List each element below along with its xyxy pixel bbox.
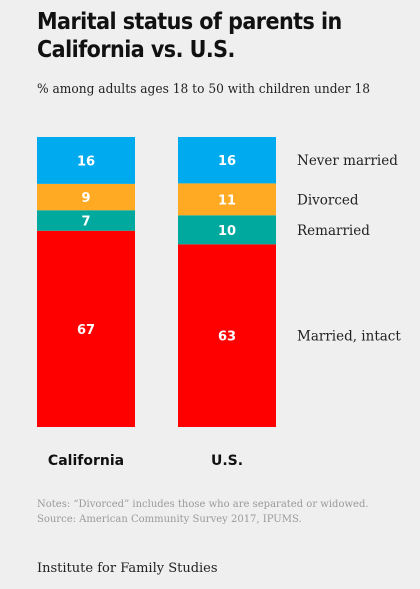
notes-line: Notes: “Divorced” includes those who are…	[37, 499, 369, 510]
bar-segment-california-never-married	[37, 137, 135, 184]
data-label-u-s-never-married: 16	[218, 154, 236, 169]
data-label-california-married-intact: 67	[77, 323, 95, 338]
legend-label-never-married: Never married	[297, 153, 398, 169]
bar-segment-u-s-married-intact	[178, 244, 276, 427]
data-label-california-divorced: 9	[81, 191, 90, 206]
legend-label-married-intact: Married, intact	[297, 329, 401, 345]
category-label-california: California	[48, 453, 124, 469]
legend-label-divorced: Divorced	[297, 192, 359, 208]
chart-subtitle: % among adults ages 18 to 50 with childr…	[37, 82, 371, 97]
category-label-u-s: U.S.	[211, 453, 243, 469]
data-label-california-remarried: 7	[81, 214, 90, 229]
legend-label-remarried: Remarried	[297, 223, 370, 239]
chart-notes: Notes: “Divorced” includes those who are…	[37, 497, 369, 527]
data-label-u-s-divorced: 11	[218, 193, 236, 208]
chart-title: Marital status of parents in California …	[37, 9, 342, 63]
bar-segment-u-s-divorced	[178, 183, 276, 216]
bar-segment-california-remarried	[37, 210, 135, 231]
source-line: Source: American Community Survey 2017, …	[37, 514, 302, 525]
data-label-california-never-married: 16	[77, 154, 95, 169]
data-label-u-s-remarried: 10	[218, 224, 236, 239]
bar-segment-u-s-never-married	[178, 137, 276, 184]
data-label-u-s-married-intact: 63	[218, 330, 236, 345]
bar-segment-california-divorced	[37, 183, 135, 211]
bar-segment-u-s-remarried	[178, 215, 276, 245]
bar-segment-california-married-intact	[37, 230, 135, 427]
footer-credit: Institute for Family Studies	[37, 561, 218, 576]
